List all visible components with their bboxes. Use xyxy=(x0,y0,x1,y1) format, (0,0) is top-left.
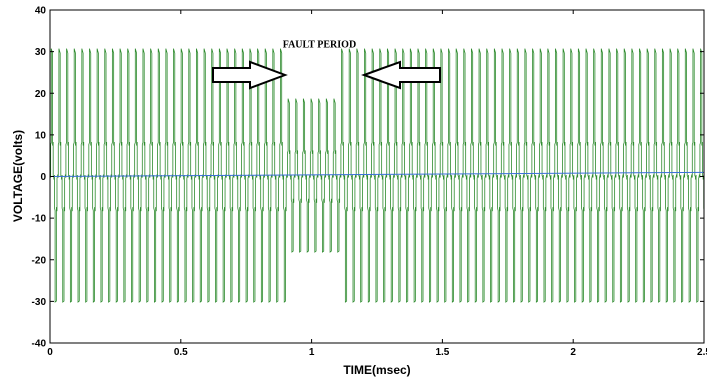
y-tick-label: -20 xyxy=(32,255,47,266)
y-tick-label: -30 xyxy=(32,297,47,308)
x-tick-label: 1.5 xyxy=(435,347,449,358)
y-tick-label: 30 xyxy=(35,47,47,58)
reference-series-line xyxy=(49,171,705,177)
y-tick-label: -40 xyxy=(32,339,47,350)
y-tick-label: 20 xyxy=(35,89,47,100)
fault-arrow-left xyxy=(361,60,441,90)
x-tick-label: 0.5 xyxy=(174,347,188,358)
y-tick-label: 40 xyxy=(35,6,47,17)
annotation-layer: FAULT PERIOD xyxy=(212,39,441,90)
fault-period-label: FAULT PERIOD xyxy=(283,39,356,50)
ticks-layer xyxy=(49,9,705,344)
x-tick-label: 0 xyxy=(47,347,53,358)
x-tick-label: 2.5 xyxy=(697,347,707,358)
signal-layer xyxy=(49,48,705,303)
x-tick-label: 2 xyxy=(570,347,576,358)
y-tick-label: -10 xyxy=(32,214,47,225)
fault-arrow-right xyxy=(212,60,288,90)
x-tick-label: 1 xyxy=(309,347,315,358)
labels-layer: 0 0.5 1 1.5 2 2.5 -40 -30 -20 -10 0 10 20 30 40 xyxy=(32,6,707,359)
y-tick-label: 10 xyxy=(35,130,47,141)
y-tick-label: 0 xyxy=(40,172,46,183)
voltage-series-line xyxy=(49,48,705,303)
x-axis-title: TIME(msec) xyxy=(343,363,410,377)
y-axis-title: VOLTAGE(volts) xyxy=(11,130,25,222)
